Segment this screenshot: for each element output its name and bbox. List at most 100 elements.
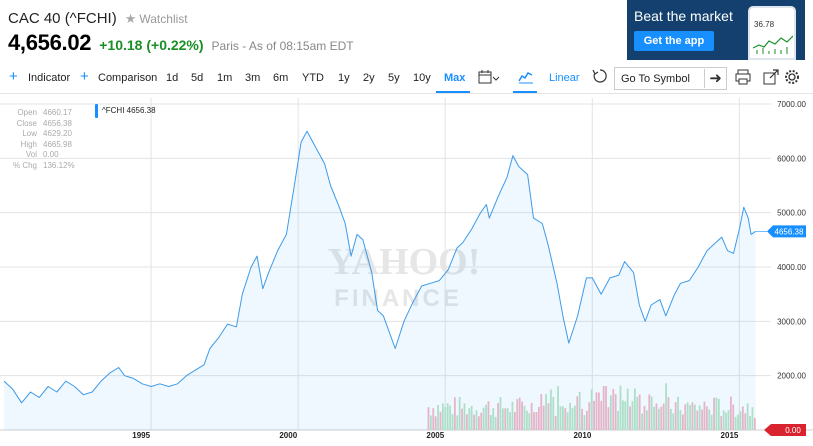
volume-bar (720, 416, 723, 430)
watchlist-button[interactable]: ★ Watchlist (125, 11, 188, 27)
quote-header: CAC 40 (^FCHI) ★ Watchlist 4,656.02 +10.… (0, 0, 813, 64)
volume-bar (619, 385, 622, 430)
y-tick-label: 5000.00 (777, 209, 806, 218)
volume-bar (624, 401, 627, 430)
volume-bar (746, 403, 749, 430)
info-label: Close (16, 118, 37, 128)
volume-bar (583, 415, 586, 430)
range-10y[interactable]: 10y (413, 72, 431, 84)
range-max[interactable]: Max (444, 72, 466, 84)
range-1m[interactable]: 1m (217, 72, 233, 84)
range-1d[interactable]: 1d (166, 72, 179, 84)
volume-bar (530, 402, 533, 430)
range-3m[interactable]: 3m (245, 72, 261, 84)
info-value: 4665.98 (43, 139, 72, 149)
volume-bar (540, 394, 543, 430)
volume-bar (741, 406, 744, 430)
range-5y[interactable]: 5y (388, 72, 400, 84)
volume-bar (449, 405, 451, 430)
app-ad-banner[interactable]: Beat the market Get the app 36.78 (627, 0, 805, 60)
volume-bar (684, 404, 687, 430)
volume-bar (463, 403, 466, 430)
scale-toggle[interactable]: Linear (549, 72, 580, 84)
volume-bar (643, 406, 646, 430)
range-6m[interactable]: 6m (273, 72, 289, 84)
volume-bar (504, 408, 507, 430)
volume-bar (477, 416, 480, 430)
volume-bar (593, 400, 595, 430)
volume-bar (744, 413, 747, 430)
info-label: Vol (25, 150, 37, 159)
volume-bar (653, 406, 655, 430)
volume-tag-label: 0.00 (785, 426, 801, 435)
volume-bar (600, 400, 603, 430)
volume-bar (537, 406, 540, 430)
info-row-vol: Vol 0.00 (10, 150, 75, 161)
volume-bar (614, 394, 617, 430)
goto-symbol-input[interactable]: Go To Symbol (621, 73, 690, 85)
info-row-chg: % Chg 136.12% (10, 161, 75, 172)
arrow-right-icon[interactable]: ➜ (704, 69, 726, 88)
volume-bar (679, 410, 682, 430)
volume-bar (667, 397, 670, 430)
expand-icon[interactable] (763, 69, 779, 88)
calendar-icon[interactable] (478, 69, 500, 88)
comparison-button[interactable]: Comparison (98, 72, 158, 84)
info-value: 4660.17 (43, 108, 72, 117)
info-label: Open (17, 108, 37, 117)
volume-bar (631, 401, 634, 430)
volume-bar (621, 400, 624, 430)
price-chart[interactable]: 7000.00 6000.00 5000.00 4000.00 3000.00 2000.… (0, 96, 813, 446)
volume-bar (732, 404, 735, 430)
volume-bar (501, 408, 504, 430)
volume-bar (444, 407, 447, 430)
range-2y[interactable]: 2y (363, 72, 375, 84)
volume-bar (480, 412, 483, 430)
chart-type-icon[interactable] (518, 69, 534, 88)
volume-bar (437, 405, 439, 430)
volume-bar (518, 397, 521, 430)
print-icon[interactable] (735, 69, 751, 88)
volume-bar (638, 394, 641, 430)
get-app-button[interactable]: Get the app (634, 31, 714, 51)
comparison-plus-icon[interactable]: + (80, 68, 89, 85)
volume-bar (511, 401, 514, 430)
volume-bar (626, 388, 629, 430)
settings-gear-icon[interactable] (784, 69, 800, 88)
x-tick-label: 2005 (426, 431, 444, 440)
range-5d[interactable]: 5d (191, 72, 204, 84)
volume-bar (672, 413, 675, 430)
volume-bar (475, 410, 478, 430)
volume-bar (516, 399, 519, 430)
volume-bar (674, 402, 677, 430)
volume-bar (677, 396, 679, 430)
phone-illustration: 36.78 (748, 6, 796, 60)
volume-bar (499, 396, 502, 430)
volume-bar (660, 406, 663, 430)
chart-legend: ^FCHI 4656.38 (95, 103, 156, 118)
volume-bar (581, 408, 583, 430)
indicator-button[interactable]: Indicator (28, 72, 71, 84)
volume-bar (725, 412, 727, 430)
info-row-open: Open 4660.17 (10, 108, 75, 119)
goto-symbol-field[interactable]: Go To Symbol ➜ (614, 67, 727, 90)
info-label: Low (22, 129, 37, 138)
volume-bar (751, 407, 754, 430)
volume-bar (432, 408, 435, 430)
y-tick-label: 4000.00 (777, 263, 806, 272)
range-ytd[interactable]: YTD (302, 72, 324, 84)
range-1y[interactable]: 1y (338, 72, 350, 84)
volume-bar (701, 409, 703, 430)
reset-icon[interactable] (592, 68, 608, 87)
chart-toolbar: + Indicator + Comparison 1d 5d 1m 3m 6m … (0, 64, 813, 94)
y-tick-label: 3000.00 (777, 317, 806, 326)
indicator-plus-icon[interactable]: + (9, 68, 18, 85)
volume-bar (708, 409, 711, 430)
volume-bar (693, 404, 696, 430)
volume-bar (453, 397, 456, 430)
volume-bar (729, 396, 732, 430)
volume-bar (489, 415, 492, 430)
volume-bar (554, 415, 557, 430)
volume-bar (446, 403, 449, 430)
volume-bar (734, 416, 737, 430)
